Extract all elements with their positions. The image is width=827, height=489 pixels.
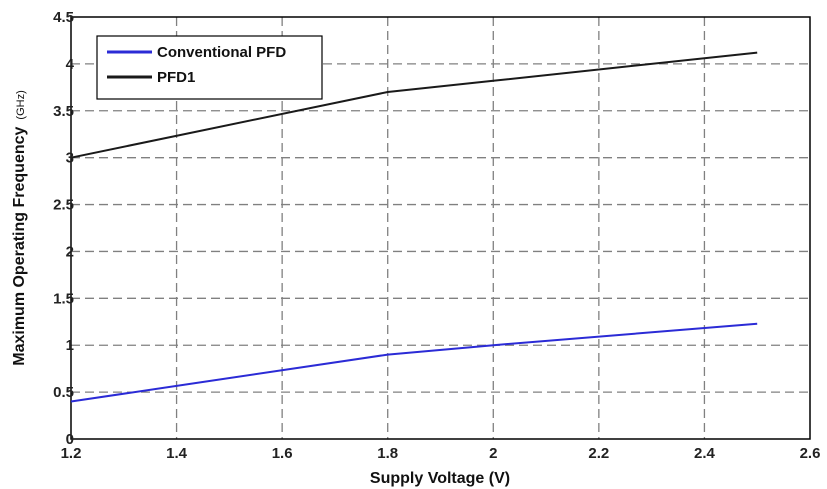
y-tick-label: 3 xyxy=(66,150,74,167)
x-tick-labels: 1.2 1.4 1.6 1.8 2 2.2 2.4 2.6 xyxy=(61,445,821,462)
x-tick-label: 1.4 xyxy=(166,445,188,462)
y-tick-label: 2.5 xyxy=(53,197,74,214)
x-tick-label: 2.2 xyxy=(588,445,609,462)
grid-y xyxy=(71,63,810,393)
y-tick-label: 1 xyxy=(66,337,74,354)
x-tick-label: 2 xyxy=(489,445,497,462)
x-tick-label: 2.4 xyxy=(694,445,716,462)
y-tick-label: 0 xyxy=(66,431,74,448)
x-tick-label: 1.2 xyxy=(61,445,82,462)
y-tick-label: 4 xyxy=(66,56,75,73)
y-tick-labels: 0 0.5 1 1.5 2 2.5 3 3.5 4 4.5 xyxy=(53,9,75,448)
y-tick-label: 2 xyxy=(66,243,74,260)
x-tick-label: 1.6 xyxy=(272,445,293,462)
y-tick-label: 1.5 xyxy=(53,290,74,307)
y-axis-label-unit: (GHz) xyxy=(15,90,27,119)
y-tick-label: 4.5 xyxy=(53,9,74,26)
legend-label-conventional-pfd: Conventional PFD xyxy=(157,44,286,61)
x-tick-label: 2.6 xyxy=(800,445,821,462)
y-axis-label: Maximum Operating Frequency (GHz) xyxy=(11,90,28,366)
y-tick-label: 0.5 xyxy=(53,384,74,401)
series-layer xyxy=(70,51,758,403)
series-line-pfd1 xyxy=(70,51,758,159)
y-tick-label: 3.5 xyxy=(53,103,74,120)
legend: Conventional PFD PFD1 xyxy=(96,35,323,100)
y-axis-label-text: Maximum Operating Frequency xyxy=(11,126,28,365)
x-axis-label: Supply Voltage (V) xyxy=(370,470,510,487)
series-line-conventional-pfd xyxy=(70,322,758,403)
x-tick-label: 1.8 xyxy=(377,445,398,462)
legend-label-pfd1: PFD1 xyxy=(157,69,195,86)
plot-frame xyxy=(70,16,811,440)
legend-box xyxy=(96,35,323,100)
